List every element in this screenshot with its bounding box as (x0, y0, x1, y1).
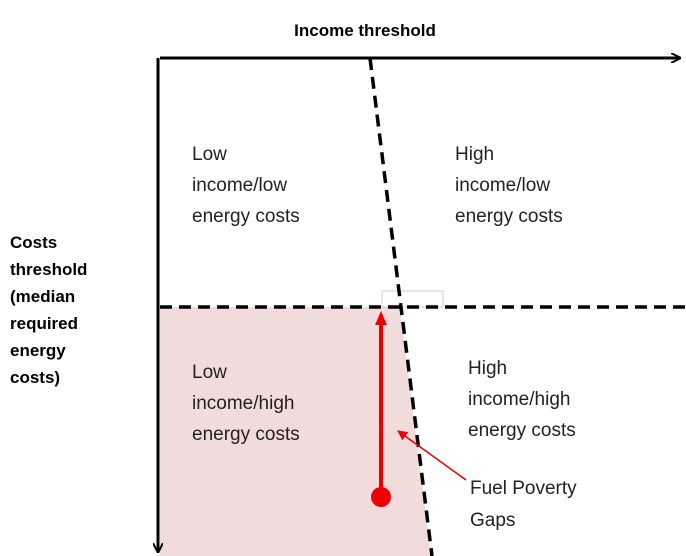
quadrant-label: Low (192, 144, 227, 165)
income-threshold-line (368, 57, 434, 556)
annotation-label: Fuel Poverty (470, 478, 577, 499)
pointer-arrow (397, 430, 467, 481)
y-label-line: Costs (10, 233, 57, 252)
quadrant-label: income/high (468, 389, 570, 410)
quadrant-label: income/low (455, 175, 550, 196)
quadrant-label: energy costs (455, 206, 563, 227)
box (381, 290, 444, 308)
y-label-line: (median (10, 287, 75, 306)
y-label-line: required (10, 314, 78, 333)
quadrant-label: energy costs (192, 424, 300, 445)
y-label-line: energy (10, 341, 66, 360)
quadrant-label: energy costs (192, 206, 300, 227)
gap-dot (371, 487, 391, 507)
quadrant-label: High (468, 358, 507, 379)
shaded-region (160, 307, 431, 556)
quadrant-label: income/high (192, 393, 294, 414)
x-label: Income threshold (294, 21, 436, 40)
quadrant-label: income/low (192, 175, 287, 196)
quadrant-label: energy costs (468, 420, 576, 441)
y-label-line: threshold (10, 260, 87, 279)
y-label-line: costs) (10, 368, 60, 387)
annotation-label: Gaps (470, 510, 515, 531)
quadrant-label: High (455, 144, 494, 165)
quadrant-label: Low (192, 362, 227, 383)
